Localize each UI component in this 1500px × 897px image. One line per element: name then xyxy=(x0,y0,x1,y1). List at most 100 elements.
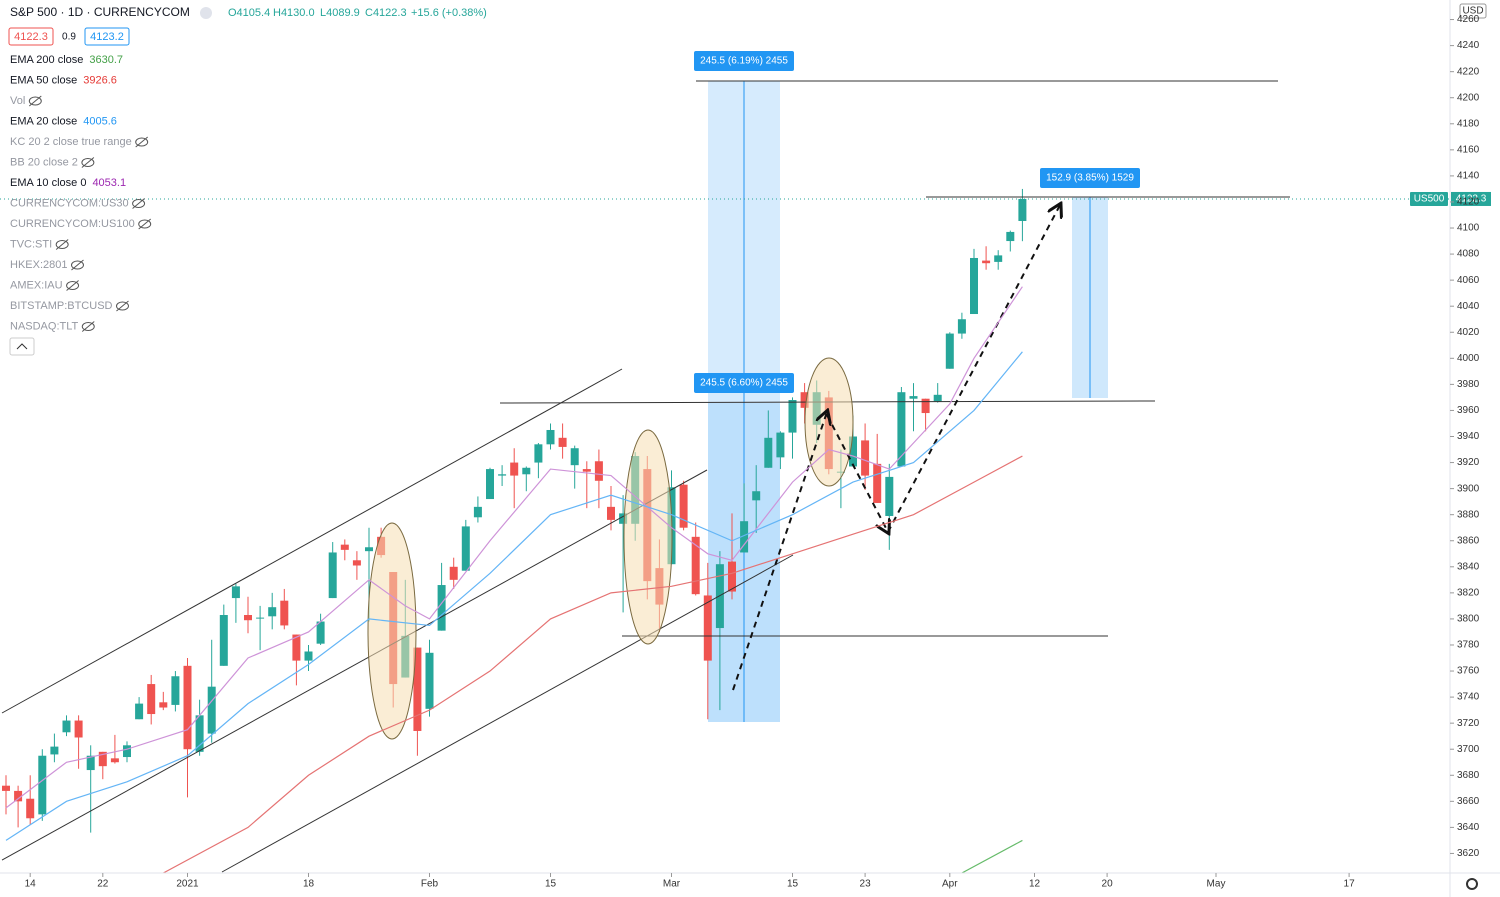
hidden-icon-slash xyxy=(81,157,95,168)
candle-body xyxy=(921,398,930,414)
candle-body xyxy=(50,746,59,755)
symbol: S&P 500 · 1D · CURRENCYCOM xyxy=(10,5,190,19)
candle-body xyxy=(328,552,337,599)
x-tick-label: 18 xyxy=(303,879,315,890)
candle-body xyxy=(304,651,313,661)
y-tick-label: 3880 xyxy=(1457,509,1480,520)
hidden-icon-slash xyxy=(116,300,129,312)
x-tick-label: 20 xyxy=(1102,879,1114,890)
candle-body xyxy=(982,260,991,264)
change: +15.6 (+0.38%) xyxy=(411,7,487,19)
trend-line xyxy=(1,368,623,714)
indicator-name: BITSTAMP:BTCUSD xyxy=(10,300,113,312)
y-tick-label: 4260 xyxy=(1457,14,1480,25)
candle-body xyxy=(231,586,240,599)
candle-body xyxy=(691,536,700,595)
indicator-value: 3926.6 xyxy=(83,74,117,86)
y-tick-label: 4000 xyxy=(1457,353,1480,364)
indicator-name: EMA 20 close xyxy=(10,115,77,127)
candle-body xyxy=(437,585,446,631)
y-tick-label: 3640 xyxy=(1457,822,1480,833)
candle-body xyxy=(26,798,35,819)
candle-body xyxy=(425,652,434,709)
candle-body xyxy=(352,560,361,566)
hidden-icon[interactable] xyxy=(138,219,152,229)
ask-box[interactable] xyxy=(84,27,130,46)
candle-body xyxy=(945,333,954,369)
annotation: 152.9 (3.85%) 1529 xyxy=(1046,173,1134,184)
settings-icon[interactable] xyxy=(1466,878,1478,890)
bid-box[interactable] xyxy=(8,27,54,46)
x-tick-label: 15 xyxy=(545,879,557,890)
x-tick-label: 12 xyxy=(1029,879,1041,890)
hidden-icon[interactable] xyxy=(115,301,129,311)
candle-body xyxy=(486,469,494,500)
candle-body xyxy=(534,444,543,463)
hidden-icon-slash xyxy=(28,95,42,107)
x-tick-label: Apr xyxy=(942,879,958,890)
candle-body xyxy=(788,400,797,433)
y-tick-label: 3660 xyxy=(1457,796,1480,807)
spread: 0.9 xyxy=(62,32,76,43)
currency-box[interactable] xyxy=(1459,3,1487,19)
hidden-icon[interactable] xyxy=(81,322,95,331)
y-tick-label: 4080 xyxy=(1457,249,1480,260)
indicator-line xyxy=(5,286,1023,809)
candle-body xyxy=(740,521,749,553)
candle-body xyxy=(110,758,119,763)
candle-body xyxy=(62,720,71,733)
candle-body xyxy=(14,790,23,802)
hidden-icon[interactable] xyxy=(70,260,84,270)
y-tick-label: 3700 xyxy=(1457,744,1480,755)
y-tick-label: 3720 xyxy=(1457,718,1480,729)
hidden-icon-slash xyxy=(81,321,95,332)
indicator-name: Vol xyxy=(10,95,25,107)
y-tick-label: 3860 xyxy=(1457,535,1480,546)
trend-line xyxy=(1,469,708,861)
hidden-icon-slash xyxy=(138,218,152,230)
hidden-icon[interactable] xyxy=(55,240,69,249)
price-tag: US500 4122.3 xyxy=(1410,191,1491,206)
candle-body xyxy=(135,703,144,720)
hidden-icon[interactable] xyxy=(135,137,149,147)
candle-body xyxy=(752,491,761,501)
drawings xyxy=(1,80,1290,873)
y-tick-label: 4100 xyxy=(1457,223,1480,234)
candle-body xyxy=(873,463,882,503)
hidden-icon[interactable] xyxy=(66,281,80,290)
x-tick-label: 2021 xyxy=(176,879,199,890)
candle-body xyxy=(1006,231,1015,242)
indicator-value: 4005.6 xyxy=(83,115,117,127)
hidden-icon[interactable] xyxy=(132,199,146,208)
y-tick-label: 3980 xyxy=(1457,379,1480,390)
indicator-value: 4053.1 xyxy=(92,177,126,189)
candle-body xyxy=(256,617,265,619)
y-tick-label: 3940 xyxy=(1457,431,1480,442)
candle-body xyxy=(582,469,591,472)
collapse-button[interactable] xyxy=(9,337,35,356)
y-tick-label: 4060 xyxy=(1457,275,1480,286)
indicator-name: AMEX:IAU xyxy=(10,279,63,291)
hidden-icon[interactable] xyxy=(81,158,95,167)
ohlc-open: O4105.4 xyxy=(228,7,270,19)
candle-body xyxy=(195,715,204,752)
x-tick-label: 15 xyxy=(787,879,799,890)
annotation-box xyxy=(694,373,794,393)
y-tick-label: 3620 xyxy=(1457,848,1480,859)
menu-icon[interactable] xyxy=(200,7,212,19)
y-tick-label: 3820 xyxy=(1457,587,1480,598)
ohlc-close: C4122.3 xyxy=(365,7,407,19)
indicator-line xyxy=(961,839,1023,873)
candle-body xyxy=(498,474,507,476)
collapse-icon xyxy=(16,343,28,350)
candle-body xyxy=(38,755,47,815)
candle-body xyxy=(280,600,289,626)
tag-name: US500 xyxy=(1414,194,1445,205)
y-tick-label: 3920 xyxy=(1457,457,1480,468)
hidden-icon[interactable] xyxy=(28,96,42,106)
indicator-name: HKEX:2801 xyxy=(10,259,67,271)
ohlc-high: H4130.0 xyxy=(273,7,315,19)
candle-body xyxy=(219,615,228,666)
candle-body xyxy=(703,595,712,661)
candle-body xyxy=(340,544,349,550)
